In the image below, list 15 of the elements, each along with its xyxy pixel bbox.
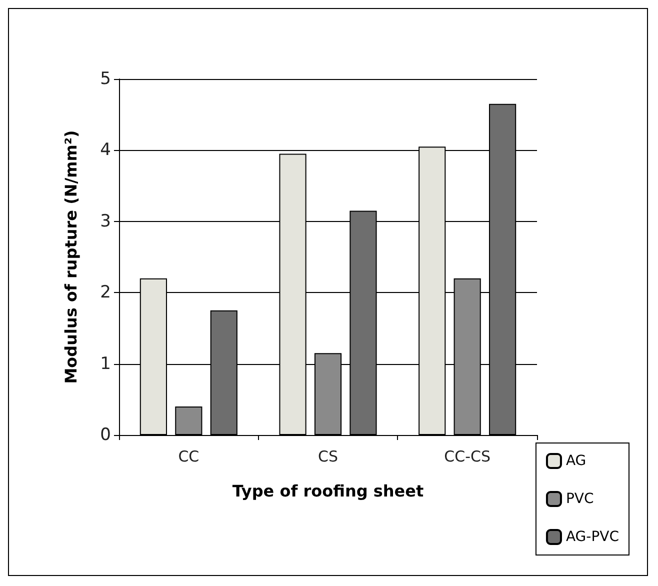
y-tick-label: 2 [100, 282, 111, 303]
y-tick-label: 0 [100, 425, 111, 445]
y-axis-title: Modulus of rupture (N/mm²) [62, 130, 80, 384]
y-tick-label: 5 [100, 69, 111, 89]
y-tick-label: 3 [100, 211, 111, 232]
x-tick-label: CC [178, 448, 200, 466]
x-tick-label: CC-CS [444, 448, 491, 466]
bar [175, 406, 202, 435]
x-axis-title: Type of roofing sheet [232, 482, 424, 500]
legend-label: AG [566, 453, 586, 469]
y-tick-label: 4 [100, 140, 111, 160]
legend-label: AG-PVC [566, 529, 620, 545]
legend-label: PVC [566, 491, 594, 507]
x-tick-label: CS [318, 448, 338, 466]
y-tick-label: 1 [100, 354, 111, 374]
